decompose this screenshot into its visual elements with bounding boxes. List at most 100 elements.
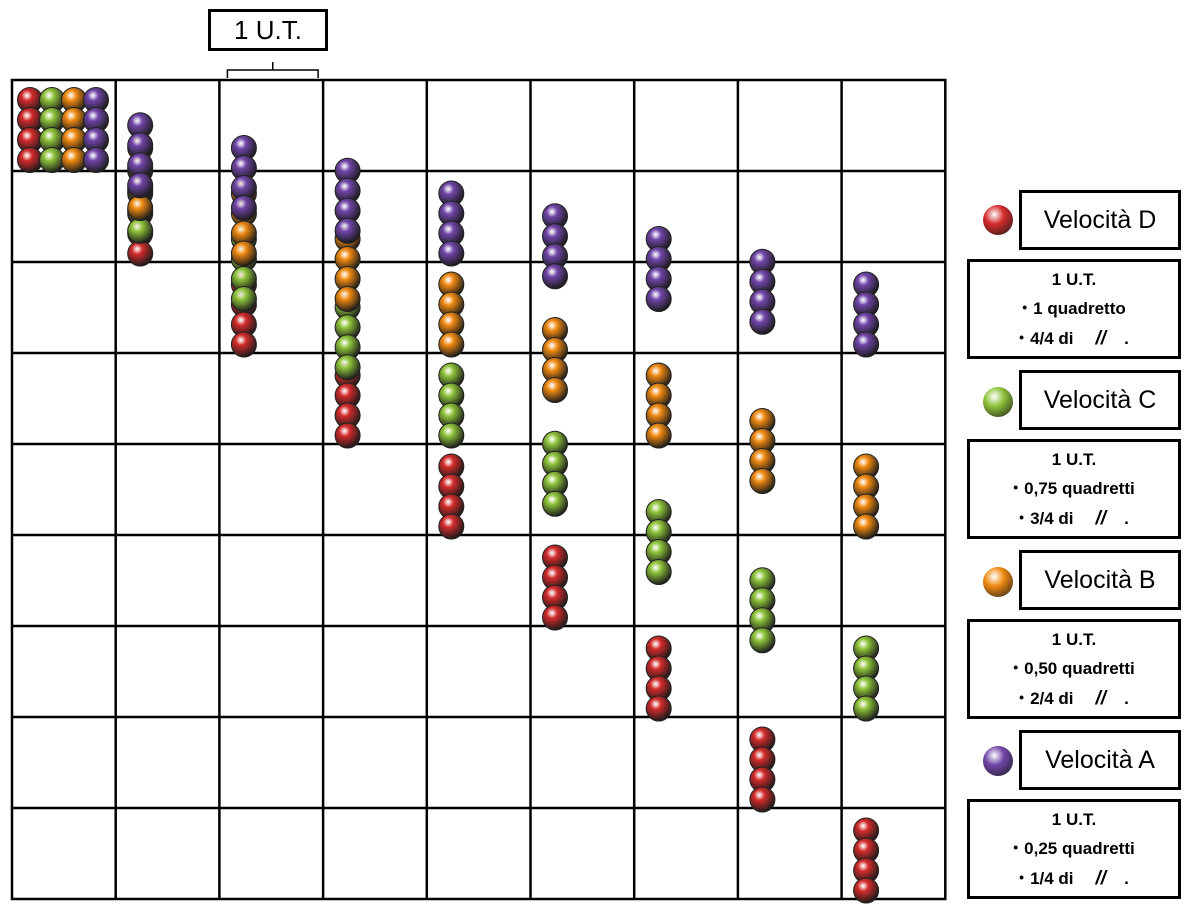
ball xyxy=(334,286,361,312)
start-column-purple xyxy=(83,87,109,173)
legend-title-d: Velocità D xyxy=(1019,190,1181,250)
legend-distance: 0,25 quadretti xyxy=(1024,839,1135,858)
ball xyxy=(438,240,465,267)
legend-title-b: Velocità B xyxy=(1019,550,1181,610)
legend-slashes: // xyxy=(1095,508,1107,529)
legend-box-b: 1 U.T. • 0,50 quadretti • 2/4 di//. xyxy=(967,619,1181,719)
legend-distance: 0,50 quadretti xyxy=(1024,659,1135,678)
ball xyxy=(542,490,568,517)
ball xyxy=(749,627,776,654)
ball xyxy=(334,422,361,449)
legend-unit: 1 U.T. xyxy=(1051,810,1097,829)
ball-column-purple xyxy=(230,135,257,221)
ball-column-purple xyxy=(749,248,776,335)
legend-fraction: 2/4 di xyxy=(1030,689,1074,708)
legend-dot-b xyxy=(983,567,1013,597)
ball xyxy=(17,147,43,173)
ball-column-red xyxy=(438,453,465,540)
legend-period: . xyxy=(1124,509,1129,528)
ball xyxy=(438,422,465,449)
ball xyxy=(334,217,361,244)
ball-column-green xyxy=(645,499,672,585)
ball xyxy=(542,377,568,403)
legend-dot-a xyxy=(983,746,1013,776)
ball xyxy=(61,147,87,173)
ball-column-red xyxy=(645,635,672,722)
legend-slashes: // xyxy=(1095,688,1107,709)
ball xyxy=(438,513,465,540)
ball-column-orange xyxy=(542,317,568,403)
grid-border xyxy=(10,78,947,901)
ball xyxy=(127,217,154,244)
legend-period: . xyxy=(1124,689,1129,708)
legend-dot-d xyxy=(983,205,1013,235)
ball xyxy=(749,468,776,494)
legend-slashes: // xyxy=(1095,328,1107,349)
ball xyxy=(127,172,154,199)
ball xyxy=(645,559,672,585)
ball xyxy=(230,240,257,267)
ball xyxy=(542,604,568,631)
ball xyxy=(749,786,776,813)
ball-column-purple xyxy=(853,271,880,358)
ball-column-red xyxy=(542,544,568,631)
ball-column-orange xyxy=(853,453,880,540)
ball xyxy=(645,422,672,449)
ball-column-purple xyxy=(645,226,672,312)
legend-dot-c xyxy=(983,387,1013,417)
ball xyxy=(127,240,154,267)
ball-column-green xyxy=(334,294,361,381)
ball xyxy=(230,195,257,221)
ball-column-orange xyxy=(438,271,465,358)
ball xyxy=(230,286,257,312)
ball xyxy=(853,513,880,540)
legend-unit: 1 U.T. xyxy=(1051,450,1097,469)
ball-column-orange xyxy=(749,408,776,494)
legend-title-c: Velocità C xyxy=(1019,370,1181,430)
ball-column-purple xyxy=(542,203,568,290)
legend-fraction: 3/4 di xyxy=(1030,509,1074,528)
ball-column-purple xyxy=(334,157,361,244)
ball xyxy=(853,695,880,722)
ball xyxy=(853,331,880,358)
ball-column-green xyxy=(853,635,880,722)
ball xyxy=(645,286,672,312)
start-column-green xyxy=(39,87,65,173)
start-column-red xyxy=(17,87,43,173)
legend-distance: 1 quadretto xyxy=(1033,299,1126,318)
ball xyxy=(438,331,465,358)
ball xyxy=(749,308,776,335)
legend-slashes: // xyxy=(1095,868,1107,889)
bracket-line xyxy=(226,62,319,78)
ball-column-green xyxy=(438,362,465,449)
ball xyxy=(83,147,109,173)
ball-columns xyxy=(17,87,880,904)
ball xyxy=(645,695,672,722)
ball-column-green xyxy=(749,567,776,654)
ball xyxy=(230,331,257,358)
legend-unit: 1 U.T. xyxy=(1051,270,1097,289)
ball xyxy=(853,877,880,904)
start-column-orange xyxy=(61,87,87,173)
grid xyxy=(10,78,947,901)
legend-box-c: 1 U.T. • 0,75 quadretti • 3/4 di//. xyxy=(967,439,1181,539)
legend-distance: 0,75 quadretti xyxy=(1024,479,1135,498)
legend-title-a: Velocità A xyxy=(1019,730,1181,790)
unit-bracket xyxy=(226,62,319,78)
ball-column-purple xyxy=(127,112,154,199)
ball xyxy=(39,147,65,173)
ball xyxy=(127,195,154,221)
legend-fraction: 1/4 di xyxy=(1030,869,1074,888)
ball xyxy=(542,263,568,290)
ball-column-orange xyxy=(334,226,361,312)
unit-time-label: 1 U.T. xyxy=(208,9,328,51)
legend-unit: 1 U.T. xyxy=(1051,630,1097,649)
ball-column-purple xyxy=(438,180,465,267)
legend-period: . xyxy=(1124,869,1129,888)
legend-period: . xyxy=(1124,329,1129,348)
ball-column-red xyxy=(853,817,880,904)
ball-column-orange xyxy=(645,362,672,449)
ball xyxy=(334,354,361,381)
legend-fraction: 4/4 di xyxy=(1030,329,1074,348)
